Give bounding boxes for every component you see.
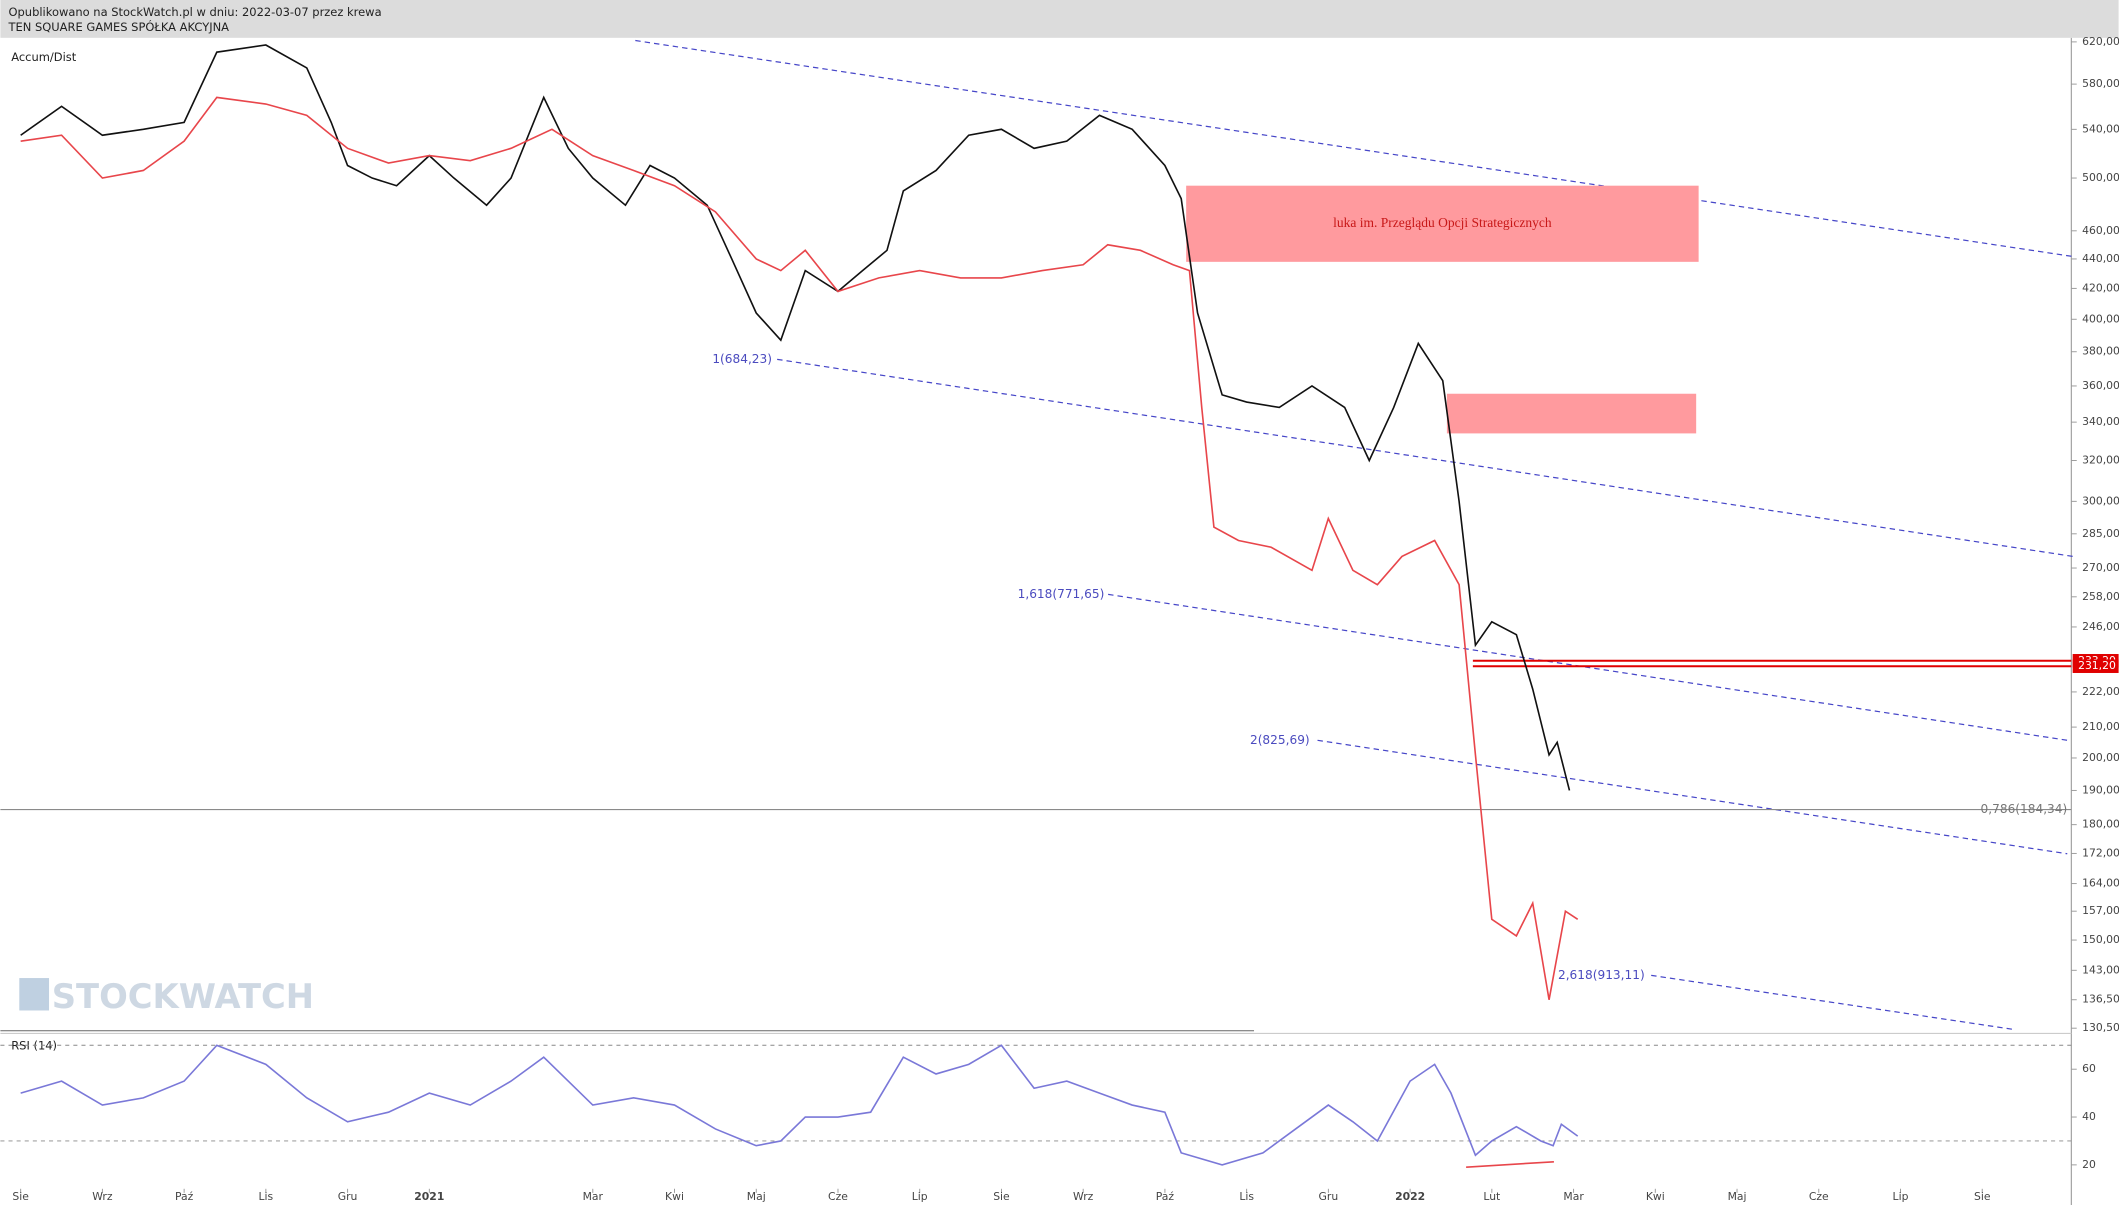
watermark-icon: [19, 978, 50, 1011]
y-tick-label: 200,00: [2082, 751, 2119, 764]
y-tick-label: 210,00: [2082, 720, 2119, 733]
watermark: STOCKWATCH: [19, 977, 314, 1016]
series-line: [20, 96, 1579, 1000]
y-tick-label: 620,00: [2082, 35, 2119, 48]
x-tick-label: Wrz: [92, 1190, 113, 1203]
x-tick-label: Kwi: [1646, 1190, 1665, 1203]
x-tick-label: Lut: [1483, 1190, 1500, 1203]
trend-lines: [635, 39, 2075, 1030]
y-tick-label: 258,00: [2082, 590, 2119, 603]
divergence-line: [1466, 1160, 1554, 1168]
x-tick-label: Paź: [1156, 1190, 1175, 1203]
y-tick-label: 20: [2082, 1158, 2096, 1171]
y-tick-label: 40: [2082, 1110, 2096, 1123]
y-tick-label: 60: [2082, 1062, 2096, 1075]
gap-zone: [1446, 393, 1697, 434]
x-tick-label: Wrz: [1073, 1190, 1094, 1203]
y-tick-label: 580,00: [2082, 77, 2119, 90]
y-tick-label: 540,00: [2082, 122, 2119, 135]
x-tick-label: Cze: [1809, 1190, 1829, 1203]
y-tick-label: 420,00: [2082, 281, 2119, 294]
x-tick-label: Lip: [1893, 1190, 1909, 1203]
header-line: Opublikowano na StockWatch.pl w dniu: 20…: [9, 5, 382, 19]
fib-label: 2(825,69): [1250, 733, 1310, 747]
fib-label: 1(684,23): [712, 352, 772, 366]
x-tick-label: Sie: [1974, 1190, 1991, 1203]
watermark-text: STOCKWATCH: [52, 977, 314, 1016]
trend-line: [1317, 739, 2068, 855]
y-tick-label: 300,00: [2082, 494, 2119, 507]
y-tick-label: 180,00: [2082, 818, 2119, 831]
y-tick-label: 172,00: [2082, 846, 2119, 859]
fib-label: 2,618(913,11): [1558, 968, 1645, 982]
gap-zone: [1186, 185, 1699, 262]
x-tick-label: 2021: [414, 1190, 444, 1203]
y-tick-label: 130,50: [2082, 1021, 2119, 1034]
y-tick-label: 150,00: [2082, 933, 2119, 946]
x-tick-label: Lis: [1239, 1190, 1254, 1203]
y-tick-label: 440,00: [2082, 252, 2119, 265]
y-tick-label: 380,00: [2082, 345, 2119, 358]
y-tick-label: 320,00: [2082, 454, 2119, 467]
x-tick-label: Sie: [12, 1190, 29, 1203]
y-tick-label: 340,00: [2082, 415, 2119, 428]
series-line: [20, 44, 1571, 791]
x-tick-label: Kwi: [665, 1190, 684, 1203]
header-line: TEN SQUARE GAMES SPÓŁKA AKCYJNA: [8, 19, 230, 34]
x-tick-label: Gru: [1319, 1190, 1339, 1203]
price-tag-label: 231,20: [2078, 659, 2116, 672]
y-tick-label: 190,00: [2082, 783, 2119, 796]
x-tick-label: Lip: [912, 1190, 928, 1203]
trend-line: [1108, 593, 2068, 741]
x-tick-label: Gru: [338, 1190, 358, 1203]
x-tick-label: Cze: [828, 1190, 848, 1203]
x-tick-label: Mar: [583, 1190, 604, 1203]
y-tick-label: 400,00: [2082, 312, 2119, 325]
x-tick-label: Lis: [259, 1190, 274, 1203]
header-bar: [0, 0, 2119, 38]
y-tick-label: 360,00: [2082, 379, 2119, 392]
y-tick-label: 270,00: [2082, 561, 2119, 574]
x-tick-label: Maj: [1728, 1190, 1747, 1203]
y-tick-label: 500,00: [2082, 171, 2119, 184]
y-tick-label: 136,50: [2082, 993, 2119, 1006]
y-tick-label: 246,00: [2082, 620, 2119, 633]
x-tick-label: Maj: [747, 1190, 766, 1203]
series-line: [20, 1044, 1579, 1166]
hline-label: 0,786(184,34): [1981, 802, 2068, 816]
zone-label: luka im. Przeglądu Opcji Strategicznych: [1333, 215, 1552, 230]
trend-line: [777, 358, 2075, 558]
fib-label: 1,618(771,65): [1018, 587, 1105, 601]
y-tick-label: 164,00: [2082, 877, 2119, 890]
x-tick-label: 2022: [1395, 1190, 1425, 1203]
trend-line: [635, 39, 2075, 258]
pane-title: Accum/Dist: [11, 50, 77, 64]
y-tick-label: 143,00: [2082, 963, 2119, 976]
price-tag: [2072, 659, 2119, 673]
trend-line: [1651, 974, 2014, 1030]
x-tick-label: Sie: [993, 1190, 1010, 1203]
y-tick-label: 285,00: [2082, 527, 2119, 540]
y-tick-label: 222,00: [2082, 685, 2119, 698]
x-tick-label: Paź: [175, 1190, 194, 1203]
y-tick-label: 460,00: [2082, 224, 2119, 237]
y-tick-label: 157,00: [2082, 904, 2119, 917]
x-tick-label: Mar: [1563, 1190, 1584, 1203]
